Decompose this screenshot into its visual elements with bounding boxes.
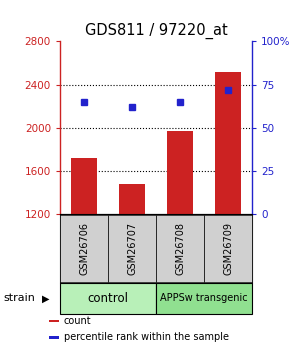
Text: strain: strain: [3, 294, 35, 303]
Bar: [49, 336, 59, 339]
Bar: [156, 283, 252, 314]
Bar: [49, 319, 59, 322]
Bar: [167, 131, 193, 214]
Text: control: control: [88, 292, 128, 305]
Bar: [61, 215, 107, 282]
Bar: [157, 215, 203, 282]
Bar: [109, 215, 155, 282]
Text: ▶: ▶: [42, 294, 50, 303]
Bar: [205, 215, 251, 282]
Bar: [71, 158, 97, 214]
Text: APPSw transgenic: APPSw transgenic: [160, 294, 248, 303]
Bar: [215, 71, 241, 214]
Text: GSM26706: GSM26706: [79, 222, 89, 275]
Text: GSM26709: GSM26709: [223, 222, 233, 275]
Text: count: count: [64, 316, 91, 326]
Title: GDS811 / 97220_at: GDS811 / 97220_at: [85, 22, 227, 39]
Text: GSM26707: GSM26707: [127, 222, 137, 275]
Text: GSM26708: GSM26708: [175, 222, 185, 275]
Text: percentile rank within the sample: percentile rank within the sample: [64, 333, 229, 342]
Bar: [60, 283, 156, 314]
Bar: [119, 184, 145, 214]
